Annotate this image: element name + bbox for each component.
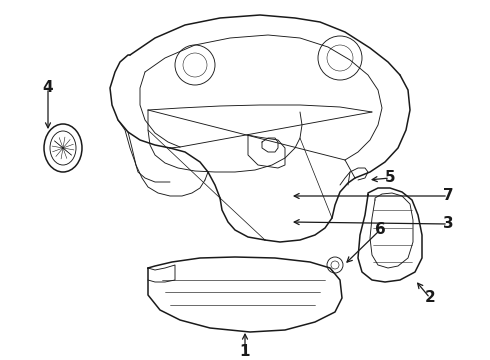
Text: 2: 2 xyxy=(425,291,436,306)
Text: 6: 6 xyxy=(375,222,385,238)
Text: 3: 3 xyxy=(442,216,453,231)
Text: 4: 4 xyxy=(43,81,53,95)
Text: 5: 5 xyxy=(385,171,395,185)
Text: 1: 1 xyxy=(240,345,250,360)
Text: 7: 7 xyxy=(442,189,453,203)
